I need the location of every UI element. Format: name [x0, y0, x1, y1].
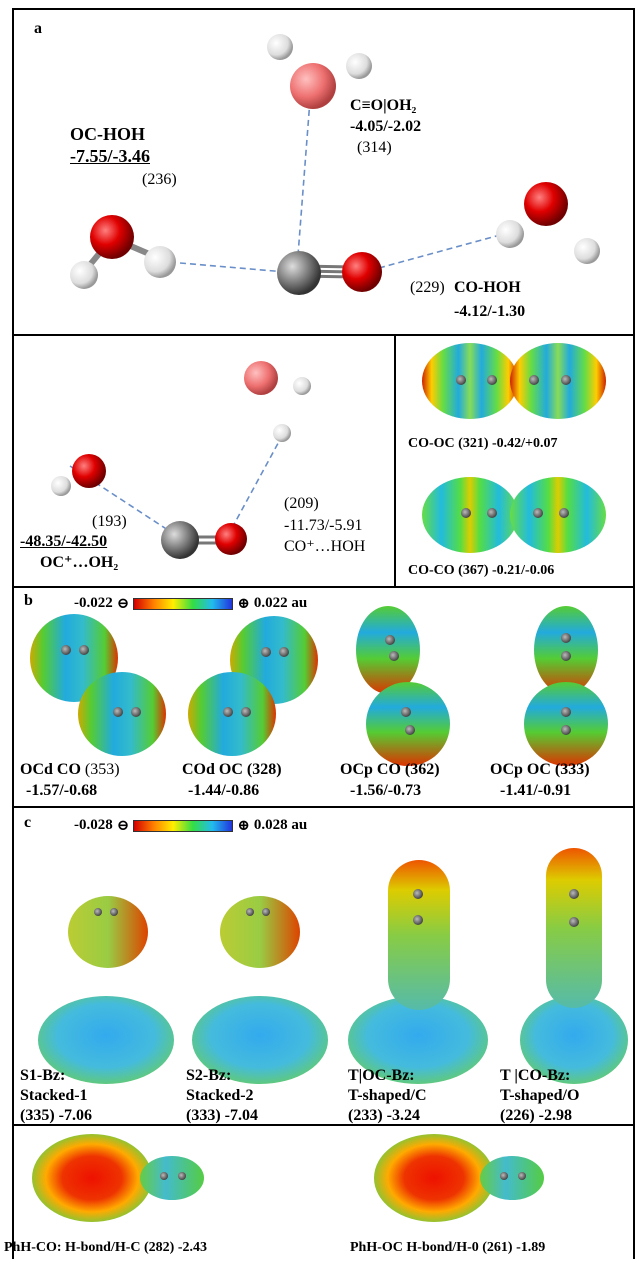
panel-d: PhH-CO: H-bond/H-C (282) -2.43 PhH-OC H-… [4, 1124, 635, 1259]
stacked-1-line2: Stacked-1 [20, 1087, 88, 1104]
stacked-2-line2: Stacked-2 [186, 1087, 254, 1104]
panel-label-b: b [24, 592, 33, 609]
panel-label-c: c [24, 814, 32, 831]
phh-co-surface [32, 1134, 204, 1222]
hydrogen-atom [70, 261, 98, 289]
panel-label-a: a [34, 20, 42, 37]
stacked-1-line3: (335) -7.06 [20, 1107, 92, 1124]
cation-left-dist: (193) [92, 513, 127, 530]
ocd-co-surface [30, 614, 166, 756]
scale-max: 0.022 au [253, 595, 308, 611]
hbond-arrow-top [296, 99, 311, 269]
cation-molecules [51, 361, 311, 559]
co-oh2-name: C≡O|OH₂ [350, 97, 417, 114]
t-shaped-o-line2: T-shaped/O [500, 1087, 580, 1104]
hbond-arrow-right [378, 234, 501, 269]
scale-max: 0.028 au [253, 817, 308, 833]
stacked-1-line1: S1-Bz: [20, 1067, 66, 1084]
hydrogen-atom [51, 476, 71, 496]
minus-icon: ⊖ [116, 818, 130, 834]
phh-co-caption: PhH-CO: H-bond/H-C (282) -2.43 [4, 1240, 207, 1255]
color-gradient-bar [133, 819, 234, 832]
co-co-caption: CO-CO (367) -0.21/-0.06 [408, 563, 555, 578]
ocp-co-surface [356, 606, 450, 766]
co-hoh-dist: (229) [410, 279, 445, 296]
hydrogen-atom [346, 53, 372, 79]
t-shaped-o-line1: T |CO-Bz: [500, 1067, 571, 1084]
ocp-oc-label: OCp OC (333) [490, 761, 590, 778]
ocp-oc-surface [524, 606, 608, 766]
hydrogen-atom [496, 220, 524, 248]
oc-hoh-dist: (236) [142, 171, 177, 188]
panel-co-dimers: CO-OC (321) -0.42/+0.07 CO-CO (367) -0.2… [394, 334, 635, 588]
t-shaped-c-surface [348, 860, 488, 1084]
t-shaped-c-line3: (233) -3.24 [348, 1107, 420, 1124]
co-hoh-name: CO-HOH [454, 279, 521, 296]
ocp-co-label: OCp CO (362) [340, 761, 440, 778]
carbon-atom [277, 251, 321, 295]
t-shaped-c-line2: T-shaped/C [348, 1087, 427, 1104]
oc-hoh-name: OC-HOH [70, 124, 145, 144]
co-dimer-surfaces [422, 343, 606, 553]
oxygen-atom [90, 215, 134, 259]
cation-right-name: CO⁺…HOH [284, 538, 366, 555]
cod-oc-surface [188, 616, 318, 756]
co-hoh-energy: -4.12/-1.30 [454, 303, 526, 320]
cation-right-energy: -11.73/-5.91 [284, 517, 363, 534]
stacked-2-line3: (333) -7.04 [186, 1107, 258, 1124]
co-co-surface [422, 477, 606, 553]
ocd-co-label: OCd CO (353) [20, 761, 120, 778]
stacked-2-line1: S2-Bz: [186, 1067, 232, 1084]
plus-icon: ⊕ [237, 596, 250, 612]
hydrogen-atom [267, 34, 293, 60]
cation-left-name: OC⁺…OH₂ [40, 554, 119, 571]
minus-icon: ⊖ [116, 596, 130, 612]
panel-c: c -0.028 ⊖ ⊕ 0.028 au [12, 806, 635, 1126]
ocp-co-energy: -1.56/-0.73 [350, 782, 422, 799]
co-oh2-dist: (314) [357, 139, 392, 156]
panel-d-surfaces [32, 1134, 544, 1222]
hydrogen-atom [574, 238, 600, 264]
oxygen-atom [244, 361, 278, 395]
co-oc-caption: CO-OC (321) -0.42/+0.07 [408, 436, 558, 451]
panel-a-cation: (193) -48.35/-42.50 OC⁺…OH₂ (209) -11.73… [12, 334, 396, 588]
phh-oc-surface [374, 1134, 544, 1222]
panel-c-surfaces [38, 848, 628, 1084]
stacked-2-surface [192, 896, 328, 1084]
panel-a: a OC-HOH [12, 8, 635, 336]
hydrogen-atom [293, 377, 311, 395]
esp-color-scale-b: -0.022 ⊖ ⊕ 0.022 au [74, 594, 307, 613]
oxygen-atom [290, 63, 336, 109]
oc-hoh-energy: -7.55/-3.46 [70, 146, 150, 166]
hydrogen-atom [144, 246, 176, 278]
esp-color-scale-c: -0.028 ⊖ ⊕ 0.028 au [74, 816, 307, 835]
cod-oc-energy: -1.44/-0.86 [188, 782, 260, 799]
t-shaped-c-line1: T|OC-Bz: [348, 1067, 415, 1084]
ocd-co-energy: -1.57/-0.68 [26, 782, 98, 799]
oxygen-atom [72, 454, 106, 488]
hbond-arrow-left [179, 262, 287, 273]
co-oc-surface [422, 343, 606, 419]
scale-min: -0.022 [74, 595, 113, 611]
phh-oc-caption: PhH-OC H-bond/H-0 (261) -1.89 [350, 1240, 546, 1255]
panel-a-molecules [70, 34, 600, 295]
stacked-1-surface [38, 896, 174, 1084]
plus-icon: ⊕ [237, 818, 250, 834]
ocp-oc-energy: -1.41/-0.91 [500, 782, 572, 799]
co-oh2-energy: -4.05/-2.02 [350, 118, 422, 135]
oxygen-atom [524, 182, 568, 226]
t-shaped-o-surface [520, 848, 628, 1084]
cod-oc-label: COd OC (328) [182, 761, 282, 778]
cation-right-dist: (209) [284, 495, 319, 512]
oxygen-atom [342, 252, 382, 292]
t-shaped-o-line3: (226) -2.98 [500, 1107, 572, 1124]
cation-left-energy: -48.35/-42.50 [20, 533, 108, 550]
scale-min: -0.028 [74, 817, 113, 833]
oxygen-atom [215, 523, 247, 555]
panel-b: b -0.022 ⊖ ⊕ 0.022 au [12, 586, 635, 808]
color-gradient-bar [133, 597, 234, 610]
panel-b-surfaces [30, 606, 608, 766]
hydrogen-atom [273, 424, 291, 442]
carbon-atom [161, 521, 199, 559]
